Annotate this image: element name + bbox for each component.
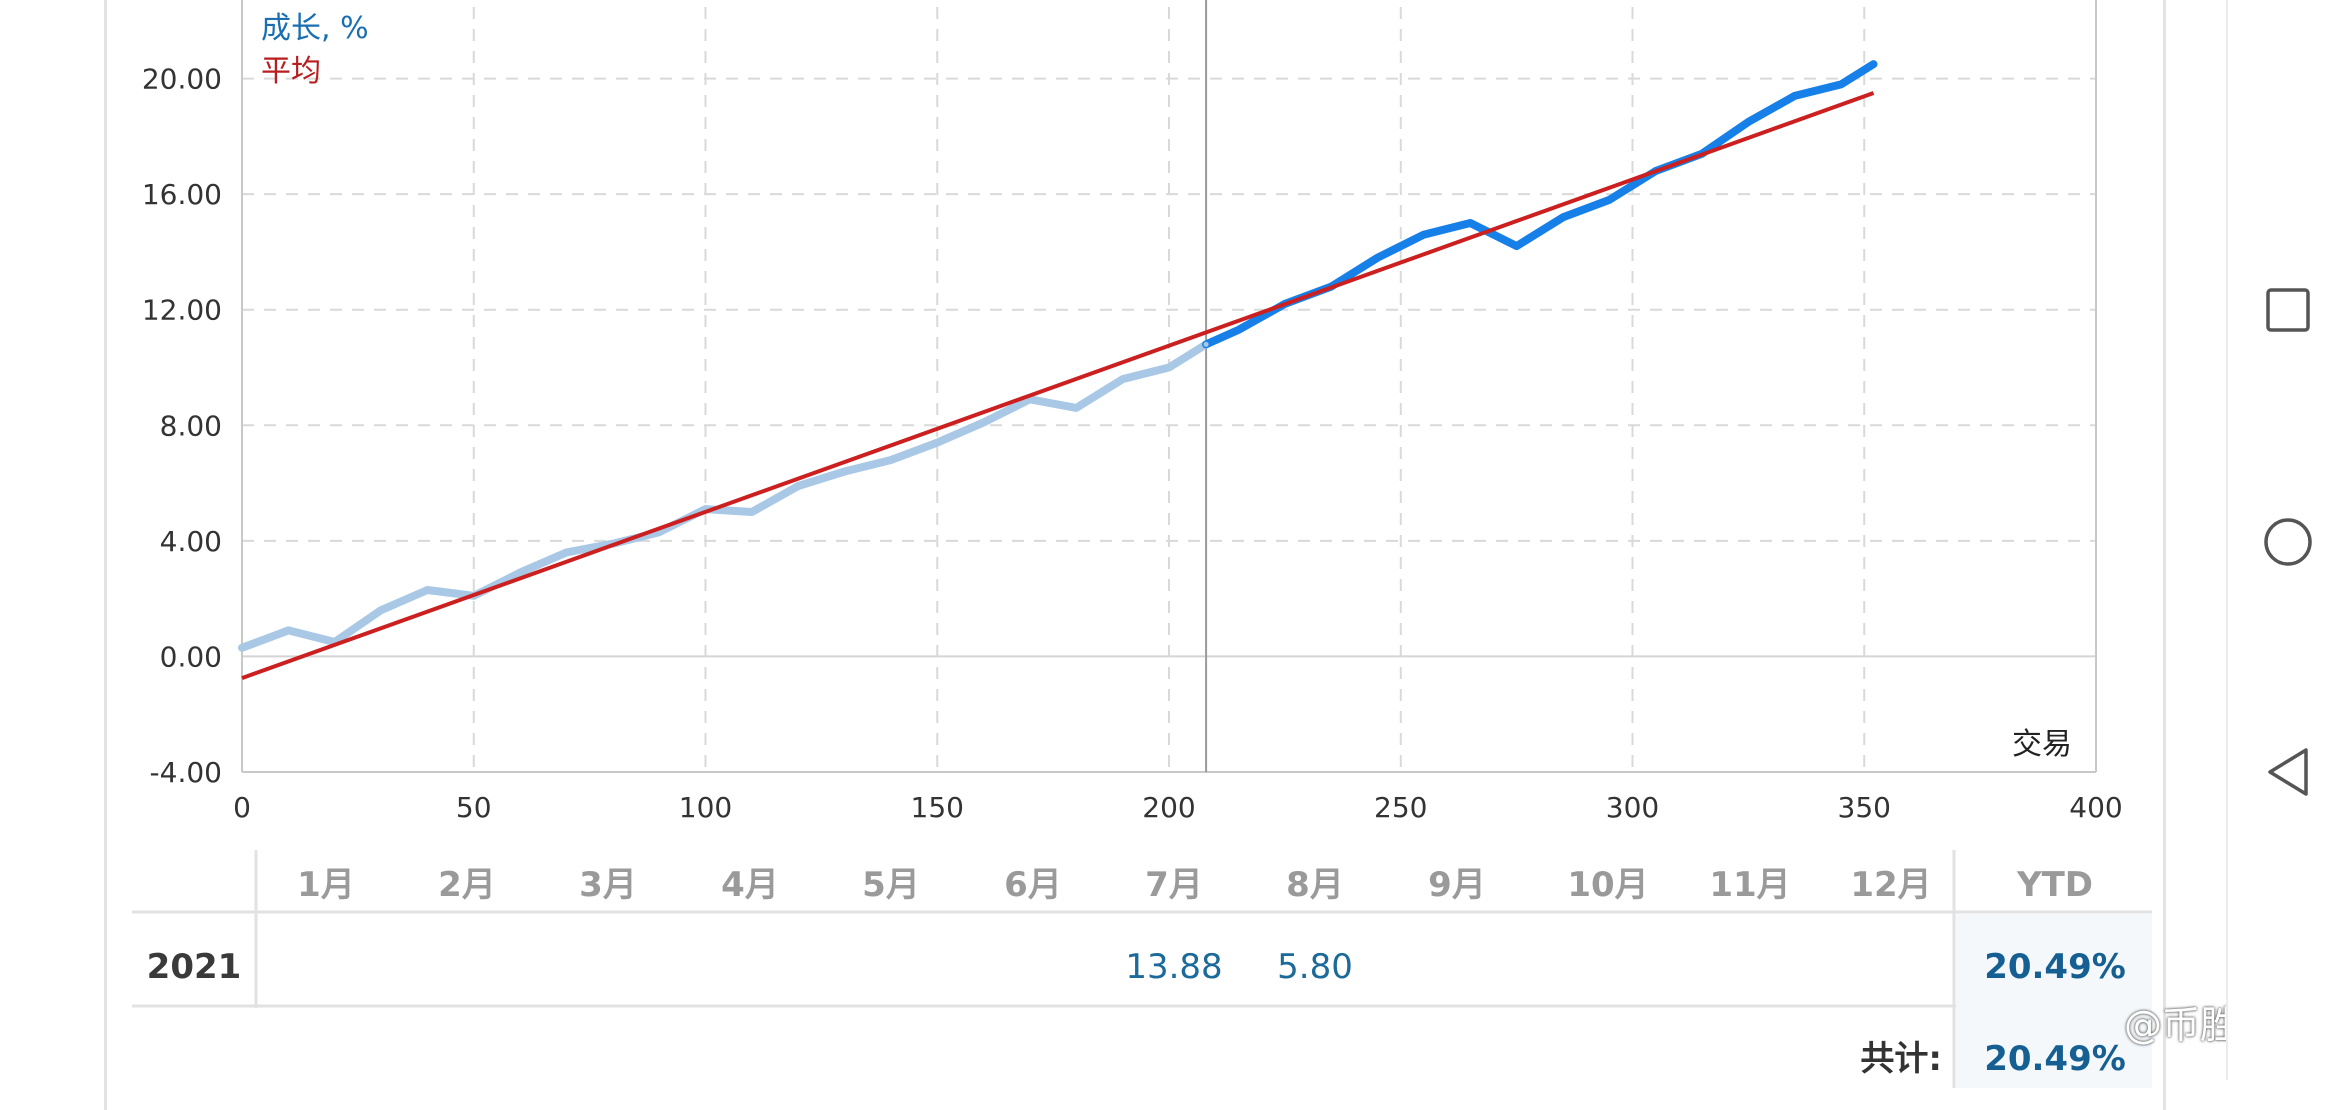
growth-point xyxy=(1120,376,1126,382)
growth-point xyxy=(934,440,940,446)
growth-point xyxy=(1514,243,1520,249)
month-header-jul: 7月 xyxy=(1145,865,1203,905)
growth-chart: -4.000.004.008.0012.0016.0020.0024.00050… xyxy=(142,0,2123,824)
growth-point xyxy=(563,549,569,555)
growth-point xyxy=(1560,214,1566,220)
triangle-back-icon xyxy=(2268,748,2308,796)
axis-layer xyxy=(241,0,2097,773)
y-tick-label: -4.00 xyxy=(150,756,222,789)
growth-point xyxy=(1792,93,1798,99)
august-return[interactable]: 5.80 xyxy=(1277,947,1353,987)
growth-point xyxy=(1073,405,1079,411)
table-grid xyxy=(132,850,2152,1088)
circle-icon xyxy=(2264,518,2312,566)
y-tick-label: 4.00 xyxy=(160,525,222,558)
growth-point xyxy=(795,483,801,489)
month-header-aug: 8月 xyxy=(1286,865,1344,905)
recent-apps-button[interactable] xyxy=(2228,270,2340,350)
growth-point xyxy=(1606,197,1612,203)
growth-point xyxy=(842,469,848,475)
month-header-apr: 4月 xyxy=(721,865,779,905)
growth-line-current xyxy=(1202,60,1878,349)
year-label: 2021 xyxy=(146,947,242,987)
month-header-jun: 6月 xyxy=(1004,865,1062,905)
series-layer xyxy=(238,60,1878,680)
x-tick-label: 100 xyxy=(679,791,732,824)
growth-point xyxy=(749,509,755,515)
y-tick-label: 20.00 xyxy=(142,63,222,96)
x-tick-label: 150 xyxy=(911,791,964,824)
x-tick-label: 400 xyxy=(2069,791,2122,824)
month-header-feb: 2月 xyxy=(438,865,496,905)
month-header-sep: 9月 xyxy=(1428,865,1486,905)
y-tick-label: 8.00 xyxy=(160,409,222,442)
grid-layer xyxy=(242,0,2096,773)
growth-point xyxy=(1375,255,1381,261)
x-axis-title: 交易 xyxy=(2012,727,2072,762)
y-tick-label: 0.00 xyxy=(160,640,222,673)
average-trend-line xyxy=(241,91,1875,680)
growth-point xyxy=(424,587,430,593)
month-header-oct: 10月 xyxy=(1567,865,1649,905)
square-icon xyxy=(2266,288,2310,332)
growth-point xyxy=(1166,365,1172,370)
android-navigation-bar xyxy=(2226,0,2340,1080)
growth-point xyxy=(285,627,291,633)
growth-point xyxy=(1871,61,1877,67)
month-header-mar: 3月 xyxy=(579,865,637,905)
month-header-nov: 11月 xyxy=(1709,865,1791,905)
growth-point xyxy=(981,419,987,425)
x-tick-label: 200 xyxy=(1142,791,1195,824)
x-tick-label: 250 xyxy=(1374,791,1427,824)
monthly-returns-table: 1月 2月 3月 4月 5月 6月 7月 8月 9月 10月 11月 12月 Y… xyxy=(132,848,2152,1088)
x-tick-label: 300 xyxy=(1606,791,1659,824)
growth-line-past xyxy=(238,340,1211,652)
growth-point xyxy=(888,457,894,463)
month-header-dec: 12月 xyxy=(1850,865,1932,905)
growth-point xyxy=(517,570,523,576)
ytd-return: 20.49% xyxy=(1984,947,2126,987)
tick-label-layer: -4.000.004.008.0012.0016.0020.0024.00050… xyxy=(142,63,2123,824)
ytd-header: YTD xyxy=(2016,865,2094,905)
growth-point xyxy=(1203,341,1209,347)
total-return: 20.49% xyxy=(1984,1039,2126,1079)
chart-card xyxy=(104,0,2166,1110)
growth-point xyxy=(239,645,245,651)
growth-point xyxy=(1838,81,1844,87)
month-header-jan: 1月 xyxy=(297,865,355,905)
growth-point xyxy=(378,607,384,613)
y-tick-label: 12.00 xyxy=(142,294,222,327)
x-tick-label: 0 xyxy=(233,791,251,824)
home-button[interactable] xyxy=(2228,502,2340,582)
growth-point xyxy=(1421,232,1427,238)
growth-point xyxy=(1467,220,1473,226)
x-tick-label: 350 xyxy=(1838,791,1891,824)
month-header-may: 5月 xyxy=(862,865,920,905)
x-tick-label: 50 xyxy=(456,791,492,824)
july-return[interactable]: 13.88 xyxy=(1125,947,1223,987)
y-tick-label: 16.00 xyxy=(142,178,222,211)
legend-growth: 成长, % xyxy=(261,11,369,46)
back-button[interactable] xyxy=(2228,732,2340,812)
growth-point xyxy=(1236,327,1242,333)
growth-point xyxy=(1745,119,1751,125)
total-label: 共计: xyxy=(1860,1039,1942,1079)
legend-average: 平均 xyxy=(261,54,321,89)
